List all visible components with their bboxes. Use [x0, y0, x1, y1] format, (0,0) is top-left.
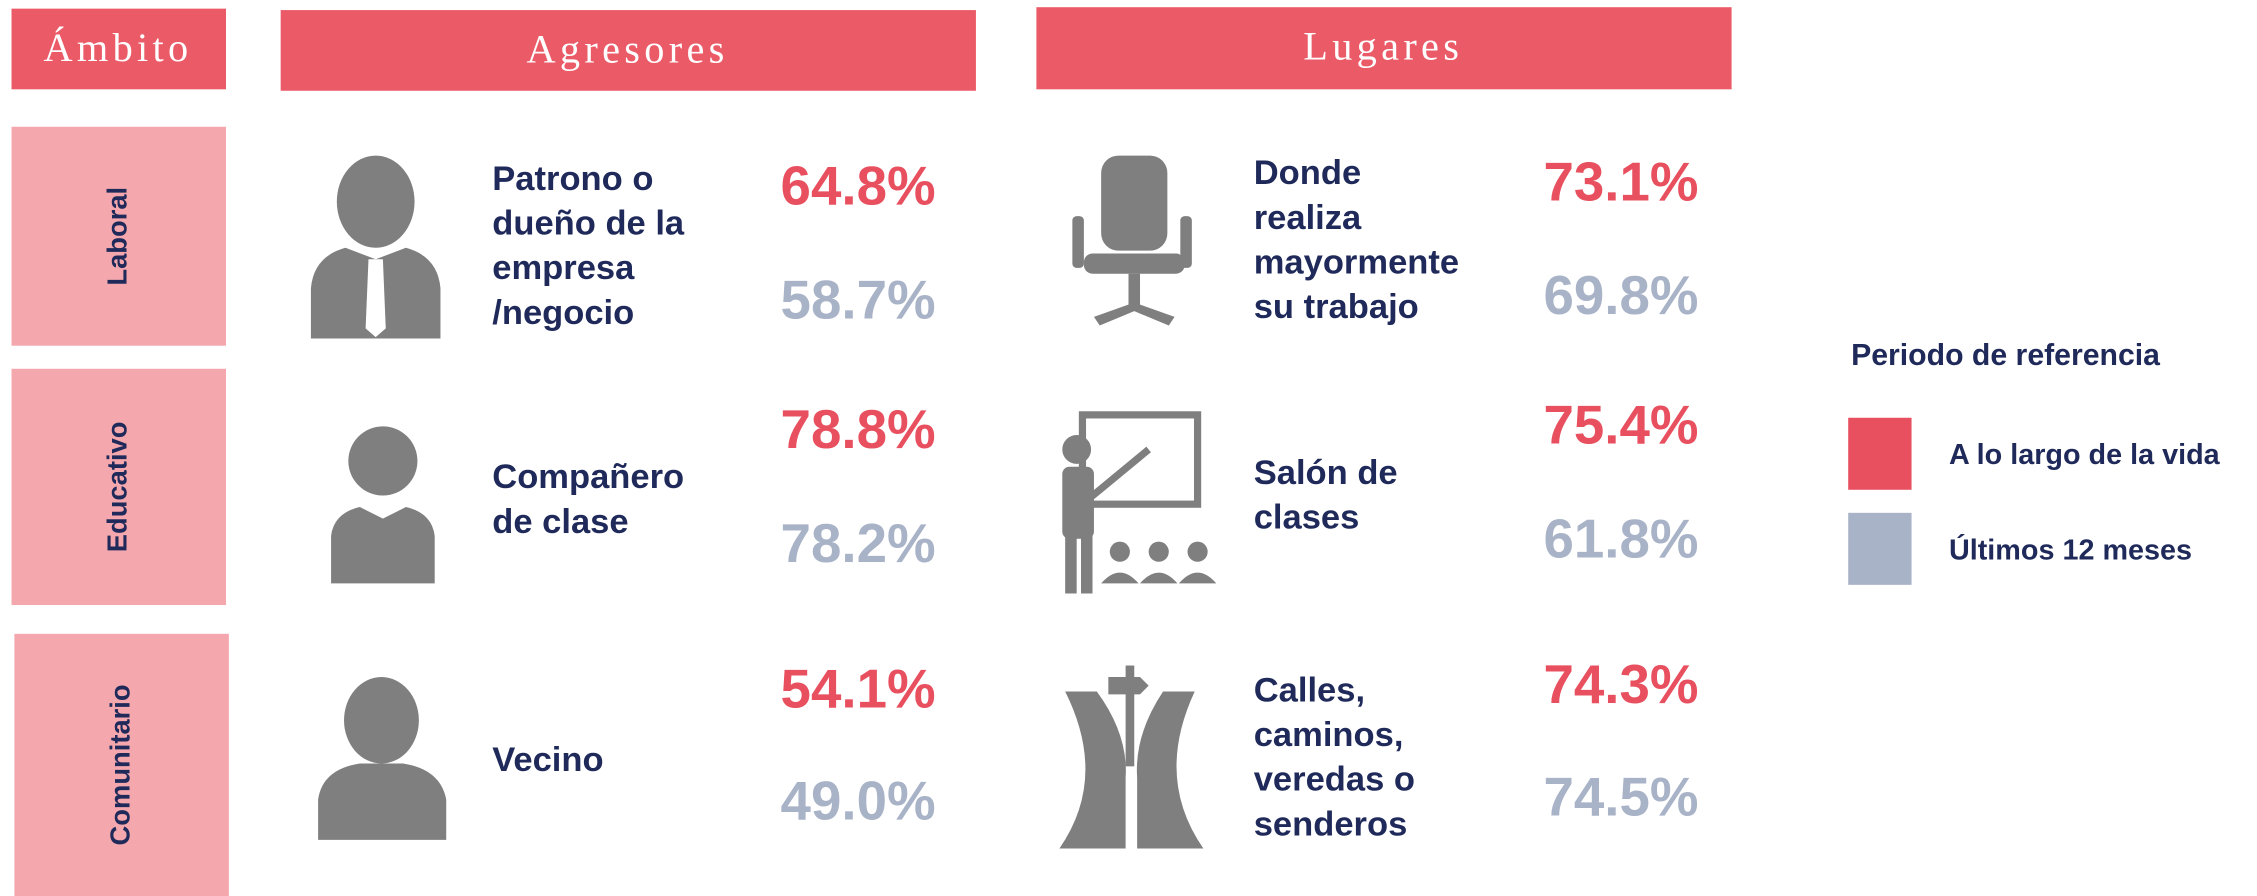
ambito-band [11, 368, 226, 606]
lugar-label: senderos [1254, 805, 1408, 843]
legend-swatch [1848, 512, 1912, 585]
icon-student [331, 426, 435, 584]
pct-12m: 74.5% [1543, 765, 1698, 827]
pct-12m: 58.7% [781, 268, 936, 330]
lugar-label: Calles, [1254, 671, 1365, 709]
agresor-label: Patrono o [492, 160, 653, 198]
agresor-label: /negocio [492, 294, 634, 332]
content: Laboral Patrono o dueño de la empresa/negoc… [11, 126, 2221, 896]
lugar-label: Donde [1254, 154, 1361, 192]
agresor-label: empresa [492, 249, 635, 287]
header-ambito: Ámbito [44, 25, 193, 70]
lugar-label: caminos, [1254, 716, 1404, 754]
header-box [280, 10, 976, 91]
icon-classroom [1062, 411, 1217, 594]
ambito-label: Comunitario [105, 684, 136, 845]
pct-12m: 49.0% [781, 770, 936, 832]
legend-label: Últimos 12 meses [1949, 532, 2192, 566]
lugar-label: clases [1254, 498, 1360, 536]
lugar-label: su trabajo [1254, 288, 1419, 326]
header-agresores: Agresores [526, 27, 728, 72]
pct-vida: 74.3% [1543, 653, 1698, 715]
icon-boss [310, 155, 441, 339]
header-box [1036, 7, 1732, 90]
lugar-label: Salón de [1254, 454, 1398, 492]
pct-12m: 61.8% [1543, 508, 1698, 570]
lugar-label: realiza [1254, 199, 1362, 237]
lugar-label: mayormente [1254, 243, 1459, 281]
icon-road [1059, 665, 1204, 849]
header-lugares: Lugares [1303, 24, 1463, 69]
ambito-band [11, 126, 226, 346]
pct-vida: 73.1% [1543, 150, 1698, 212]
pct-vida: 64.8% [781, 155, 936, 217]
agresor-label: dueño de la [492, 205, 685, 243]
lugar-label: veredas o [1254, 761, 1415, 799]
pct-vida: 78.8% [781, 398, 936, 460]
icon-neighbor [318, 677, 447, 840]
ambito-label: Laboral [102, 187, 133, 286]
icon-chair [1072, 155, 1192, 326]
ambito-band [14, 633, 229, 896]
pct-12m: 69.8% [1543, 264, 1698, 326]
agresor-label: de clase [492, 503, 628, 541]
legend-title: Periodo de referencia [1851, 339, 2160, 372]
pct-vida: 75.4% [1543, 394, 1698, 456]
legend-label: A lo largo de la vida [1949, 439, 2221, 471]
legend-swatch [1848, 417, 1912, 490]
header-box [11, 8, 226, 90]
agresor-label: Vecino [492, 741, 603, 779]
ambito-label: Educativo [102, 422, 133, 553]
agresor-label: Compañero [492, 458, 684, 496]
pct-vida: 54.1% [781, 657, 936, 719]
pct-12m: 78.2% [781, 512, 936, 574]
